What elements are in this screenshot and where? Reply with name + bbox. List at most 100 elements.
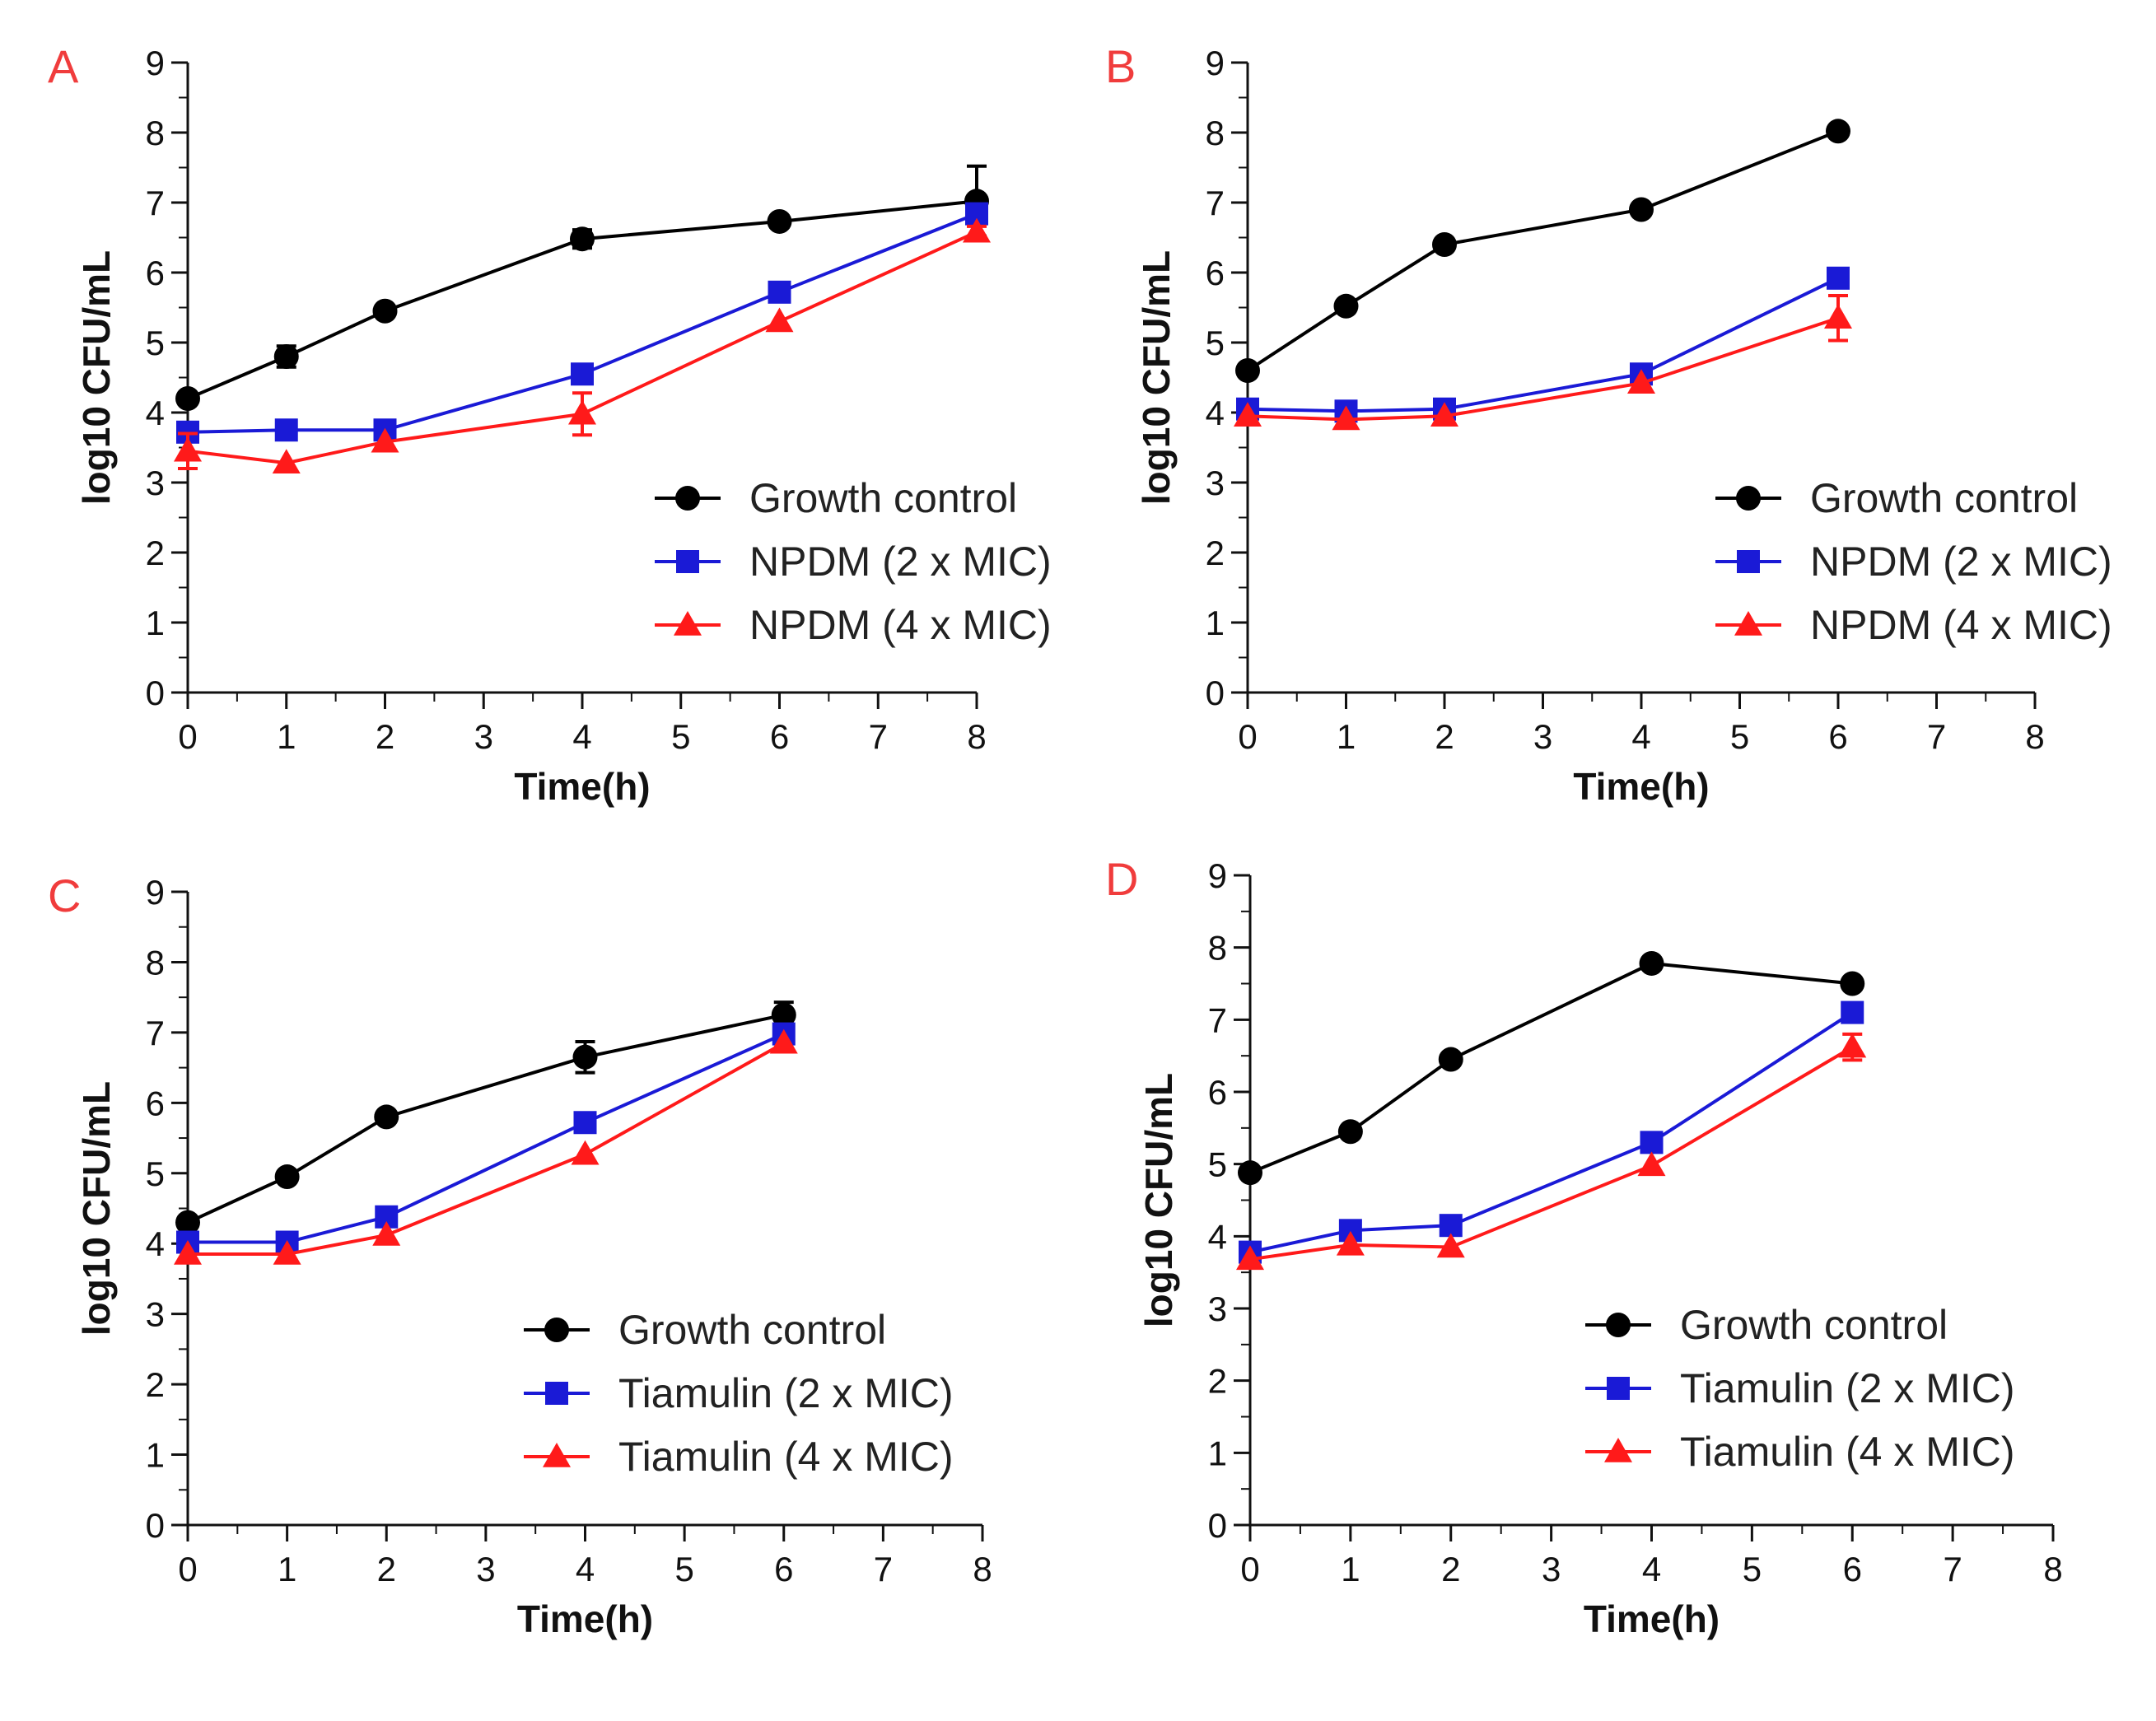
y-tick-label: 1 [146, 1436, 165, 1475]
data-point [571, 1140, 600, 1165]
series-line [1247, 277, 1839, 413]
data-point [963, 217, 991, 243]
x-tick-label: 1 [278, 1550, 296, 1588]
y-tick-label: 0 [146, 674, 165, 712]
x-tick-label: 0 [178, 1550, 197, 1588]
data-point [1840, 971, 1865, 996]
y-tick-label: 5 [1206, 324, 1225, 362]
panel-a: A 0 1 2 3 4 5 6 7 8 9 0 1 2 3 4 5 6 7 8 Time(h) log10 CFU/mL G… [48, 40, 1052, 808]
y-tick-label: 1 [1208, 1434, 1227, 1472]
x-tick-label: 8 [973, 1550, 992, 1588]
legend-marker [543, 1443, 571, 1467]
x-tick-label: 5 [1743, 1550, 1762, 1588]
x-tick-label: 7 [869, 717, 888, 756]
legend-marker [676, 550, 699, 573]
x-tick-label: 2 [1441, 1550, 1460, 1588]
legend-marker [1604, 1438, 1632, 1462]
x-tick-label: 8 [2043, 1550, 2062, 1588]
y-tick-label: 9 [1208, 856, 1227, 895]
series-line [188, 1032, 785, 1244]
data-point [175, 386, 200, 411]
data-point [1841, 1000, 1864, 1024]
y-tick-label: 6 [146, 254, 165, 292]
legend-c: Growth control Tiamulin (2 x MIC) Tiamulin… [524, 1307, 954, 1480]
y-axis-title: log10 CFU/mL [1137, 1073, 1180, 1327]
x-tick-label: 3 [476, 1550, 495, 1588]
y-tick-label: 8 [146, 114, 165, 152]
y-tick-label: 8 [1206, 114, 1225, 152]
series-line [187, 212, 978, 434]
y-tick-label: 9 [1206, 44, 1225, 82]
series-1 [176, 202, 988, 444]
data-point [175, 1210, 200, 1235]
y-tick-label: 0 [1208, 1506, 1227, 1545]
y-tick-label: 1 [1206, 604, 1225, 642]
data-point [1337, 1119, 1363, 1145]
y-tick-label: 2 [1206, 534, 1225, 572]
series-line [1246, 129, 1839, 372]
series-line [187, 1013, 785, 1224]
y-tick-label: 5 [1208, 1145, 1227, 1184]
legend-marker [1737, 550, 1760, 573]
data-point [273, 344, 299, 369]
y-tick-label: 3 [1208, 1290, 1227, 1328]
x-tick-label: 2 [1435, 717, 1454, 756]
x-tick-label: 6 [1828, 717, 1847, 756]
legend-a: Growth control NPDM (2 x MIC) NPDM (4 x MI… [655, 475, 1052, 648]
y-tick-label: 7 [1208, 1000, 1227, 1039]
legend-label: Growth control [749, 475, 1017, 521]
panel-b: B 0 1 2 3 4 5 6 7 8 9 0 1 2 3 4 5 6 7 8 Time(h) log10 CFU/mL G… [1105, 40, 2112, 808]
data-point [1336, 1230, 1365, 1256]
x-axis-title: Time(h) [1584, 1597, 1720, 1640]
data-point [768, 280, 791, 304]
y-tick-label: 4 [1208, 1217, 1227, 1256]
x-tick-label: 0 [178, 717, 197, 756]
panel-d: D 0 1 2 3 4 5 6 7 8 9 0 1 2 3 4 5 6 7 8 Time(h) log10 CFU/mL G… [1105, 853, 2063, 1640]
y-tick-label: 7 [146, 1014, 165, 1052]
y-tick-label: 5 [146, 324, 165, 362]
data-point [767, 208, 792, 234]
data-point [1430, 402, 1458, 427]
series-0 [1238, 950, 1865, 1186]
x-tick-label: 6 [774, 1550, 793, 1588]
x-tick-label: 4 [1631, 717, 1650, 756]
legend-marker [1734, 611, 1762, 636]
y-axis-title: log10 CFU/mL [1135, 250, 1178, 505]
x-tick-label: 4 [576, 1550, 595, 1588]
x-tick-label: 1 [1337, 717, 1356, 756]
data-point [765, 307, 794, 333]
data-point [372, 298, 398, 324]
x-tick-label: 1 [1341, 1550, 1360, 1588]
legend-marker [1607, 1377, 1630, 1400]
y-tick-label: 2 [146, 1365, 165, 1404]
legend-d: Growth control Tiamulin (2 x MIC) Tiamulin… [1585, 1302, 2015, 1475]
series-2 [174, 217, 991, 473]
legend-label: Tiamulin (2 x MIC) [618, 1370, 954, 1416]
legend-label: NPDM (2 x MIC) [749, 539, 1052, 585]
x-tick-label: 7 [1943, 1550, 1962, 1588]
legend-label: NPDM (4 x MIC) [749, 602, 1052, 648]
y-tick-label: 9 [146, 873, 165, 912]
data-point [1639, 950, 1664, 976]
x-tick-label: 0 [1238, 717, 1257, 756]
x-tick-label: 8 [967, 717, 986, 756]
data-point [174, 1240, 202, 1265]
data-point [1640, 1131, 1664, 1154]
y-tick-label: 9 [146, 44, 165, 82]
series-line [187, 199, 978, 400]
x-tick-label: 3 [1533, 717, 1552, 756]
data-point [769, 1028, 798, 1054]
data-point [1235, 358, 1260, 383]
data-point [1637, 1151, 1666, 1177]
y-tick-label: 2 [146, 534, 165, 572]
y-tick-label: 5 [146, 1154, 165, 1193]
legend-marker [1736, 486, 1761, 511]
legend-marker [674, 611, 702, 636]
x-tick-label: 6 [1843, 1550, 1862, 1588]
data-point [272, 449, 301, 473]
x-tick-label: 8 [2025, 717, 2044, 756]
y-tick-label: 8 [1208, 929, 1227, 968]
series-2 [1234, 294, 1852, 431]
data-point [1332, 405, 1360, 431]
y-tick-label: 7 [1206, 184, 1225, 222]
